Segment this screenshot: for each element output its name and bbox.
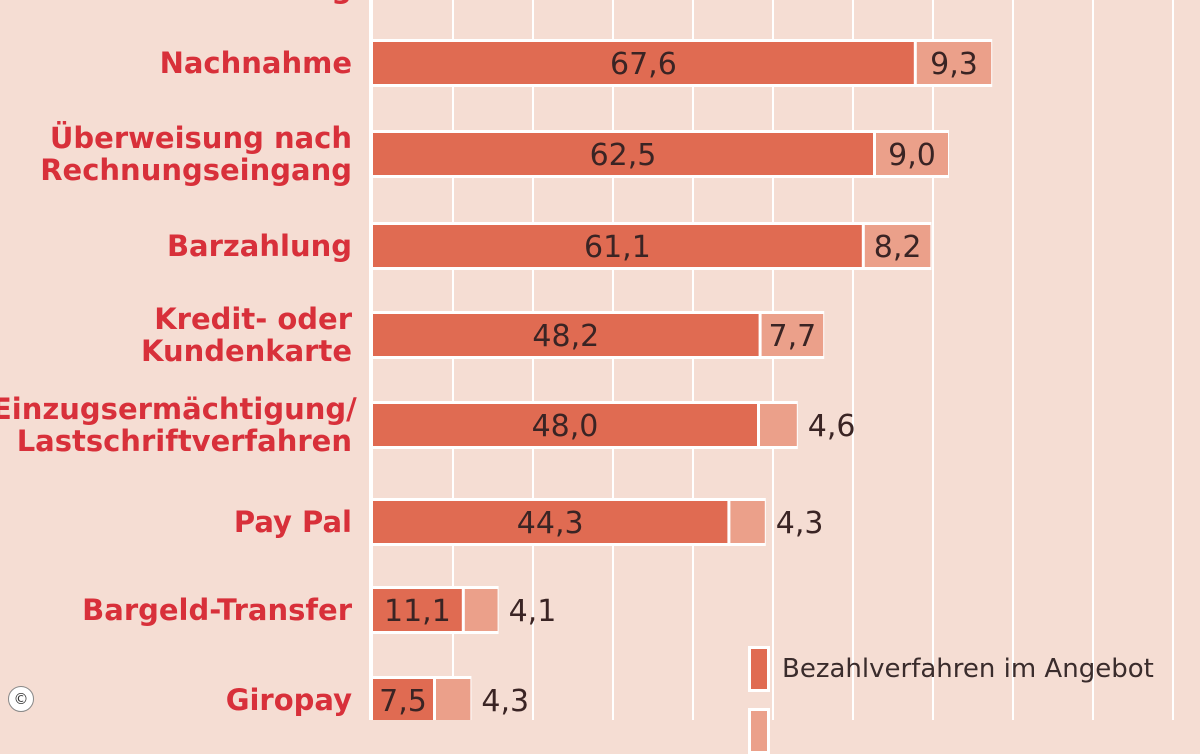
bar-second (864, 225, 931, 267)
category-label: Nachnahme (159, 46, 352, 80)
value-label-second: 7,7 (769, 319, 817, 354)
bar-second (916, 42, 992, 84)
category-label: Bargeld-Transfer (82, 593, 352, 627)
bar-offered (373, 225, 862, 267)
value-label-second: 4,3 (481, 684, 529, 719)
bar-offered (373, 314, 759, 356)
legend-label-offered: Bezahlverfahren im Angebot (782, 654, 1154, 684)
value-label-second: 9,3 (930, 47, 978, 82)
chart-svg: 67,6 9,3 62,5 9,0 61,1 8,2 48,2 7,7 48,0 4,6 44,3 4… (369, 0, 1174, 720)
bar-offered (373, 501, 728, 543)
category-label: Kredit- oder Kundenkarte (140, 302, 352, 368)
bar-offered (373, 133, 873, 175)
bar-second (464, 589, 498, 631)
value-label-second: 8,2 (874, 230, 922, 265)
copyright-icon: © (8, 686, 34, 712)
value-label-offered: 11,1 (384, 594, 451, 629)
value-label-offered: 44,3 (517, 506, 584, 541)
value-label-second: 9,0 (888, 138, 936, 173)
category-label: Pay Pal (233, 505, 352, 539)
value-label-offered: 61,1 (584, 230, 651, 265)
bar-offered (373, 42, 914, 84)
value-label-offered: 48,0 (532, 409, 599, 444)
category-label: Überweisung nach Rechnungseingang (40, 121, 352, 187)
bar-second (760, 404, 797, 446)
value-label-second: 4,6 (808, 409, 856, 444)
bar-offered (373, 404, 757, 446)
bar-second (436, 679, 471, 720)
value-label-second: 4,3 (776, 506, 824, 541)
value-label-second: 4,1 (509, 594, 557, 629)
category-label: Überweisung (0, 0, 352, 4)
legend-swatch-second (748, 708, 770, 754)
bar-second (761, 314, 824, 356)
category-label: Barzahlung (166, 229, 352, 263)
category-label: Einzugsermächtigung/ Lastschriftverfahre… (0, 392, 357, 458)
legend-swatch-offered (748, 646, 770, 692)
bar-second (730, 501, 765, 543)
value-label-offered: 62,5 (590, 138, 657, 173)
bar-offered (373, 679, 433, 720)
bar-offered (373, 589, 462, 631)
legend-item-offered: Bezahlverfahren im Angebot (748, 646, 1154, 692)
value-label-offered: 7,5 (379, 684, 427, 719)
value-label-offered: 67,6 (610, 47, 677, 82)
bar-second (876, 133, 948, 175)
legend-item-second (748, 708, 770, 754)
value-label-offered: 48,2 (532, 319, 599, 354)
category-label: Giropay (225, 683, 352, 717)
